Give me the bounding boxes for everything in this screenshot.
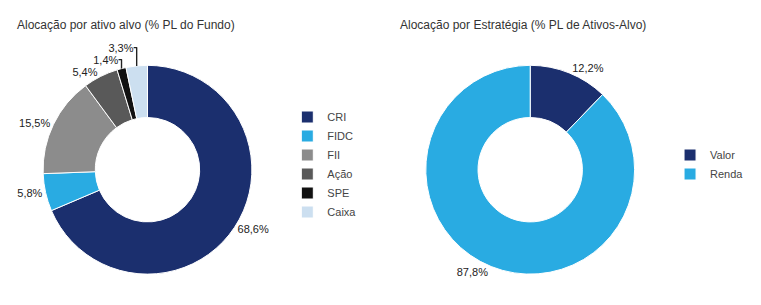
svg-text:12,2%: 12,2%: [572, 62, 603, 74]
svg-text:5,4%: 5,4%: [72, 66, 97, 78]
svg-text:Caixa: Caixa: [327, 206, 356, 218]
svg-text:68,6%: 68,6%: [238, 223, 269, 235]
svg-text:Ação: Ação: [327, 168, 352, 180]
svg-text:87,8%: 87,8%: [457, 266, 488, 278]
svg-text:SPE: SPE: [327, 187, 349, 199]
svg-text:5,8%: 5,8%: [17, 187, 42, 199]
svg-text:FIDC: FIDC: [327, 130, 353, 142]
svg-text:Valor: Valor: [710, 149, 735, 161]
svg-text:Alocação por ativo alvo (% PL: Alocação por ativo alvo (% PL do Fundo): [17, 18, 235, 32]
svg-text:15,5%: 15,5%: [19, 117, 50, 129]
svg-text:1,4%: 1,4%: [93, 54, 118, 66]
svg-text:Renda: Renda: [710, 168, 743, 180]
svg-text:Alocação por Estratégia (% PL: Alocação por Estratégia (% PL de Ativos-…: [400, 18, 646, 32]
svg-text:FII: FII: [327, 149, 340, 161]
svg-text:CRI: CRI: [327, 111, 346, 123]
svg-text:3,3%: 3,3%: [108, 42, 133, 54]
